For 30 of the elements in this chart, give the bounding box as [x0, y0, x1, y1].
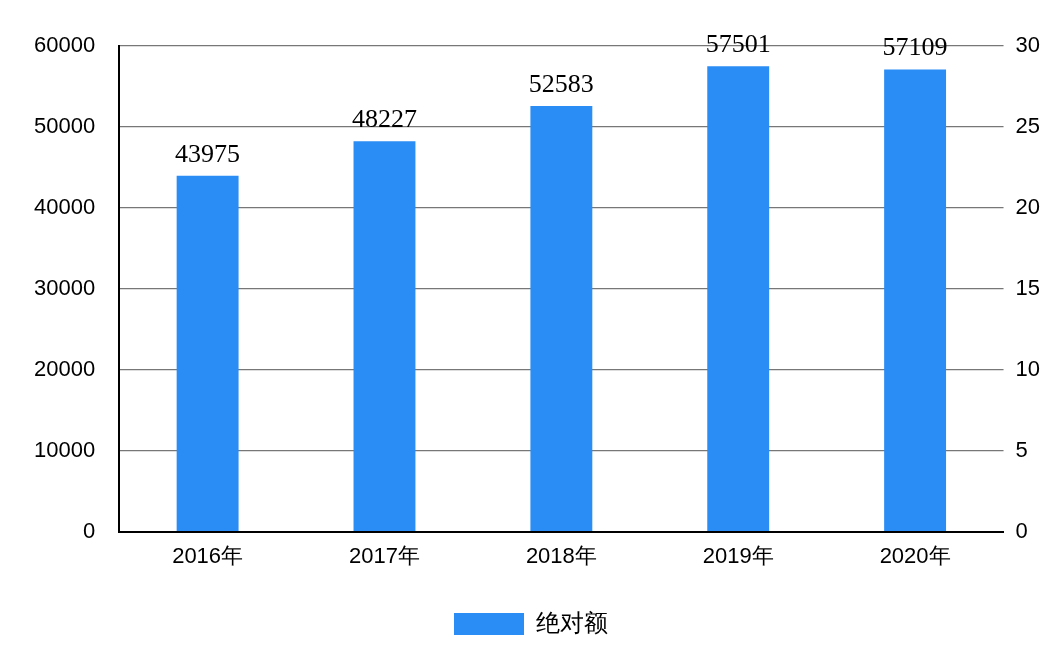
data-label: 48227 — [351, 104, 417, 134]
y2-tick-label: 5 — [1015, 436, 1028, 462]
y2-tick-label: 30 — [1015, 32, 1041, 58]
y-tick-label: 40000 — [33, 193, 96, 219]
legend-label: 绝对额 — [536, 608, 608, 636]
bar — [353, 141, 416, 531]
y2-tick-label: 15 — [1015, 274, 1041, 300]
y-tick-label: 20000 — [33, 355, 96, 381]
data-label: 43975 — [175, 138, 241, 168]
x-tick-label: 2020年 — [879, 542, 951, 568]
y-tick-label: 10000 — [33, 436, 96, 462]
bar — [884, 69, 947, 531]
y-tick-label: 60000 — [33, 32, 96, 58]
data-label: 52583 — [528, 68, 594, 98]
y-tick-label: 0 — [82, 517, 96, 543]
x-tick-label: 2016年 — [172, 542, 244, 568]
y2-tick-label: 10 — [1015, 355, 1041, 381]
data-label: 57501 — [705, 29, 771, 59]
bar — [707, 66, 770, 531]
x-tick-label: 2017年 — [349, 542, 420, 568]
x-tick-label: 2018年 — [525, 542, 597, 568]
y2-tick-label: 0 — [1015, 517, 1028, 543]
bar — [176, 175, 239, 531]
y-tick-label: 30000 — [33, 274, 96, 300]
y2-tick-label: 20 — [1015, 193, 1041, 219]
bar — [530, 106, 593, 531]
y-tick-label: 50000 — [33, 113, 96, 138]
data-label: 57109 — [882, 32, 948, 62]
y2-tick-label: 25 — [1015, 113, 1041, 138]
x-tick-label: 2019年 — [702, 542, 774, 568]
